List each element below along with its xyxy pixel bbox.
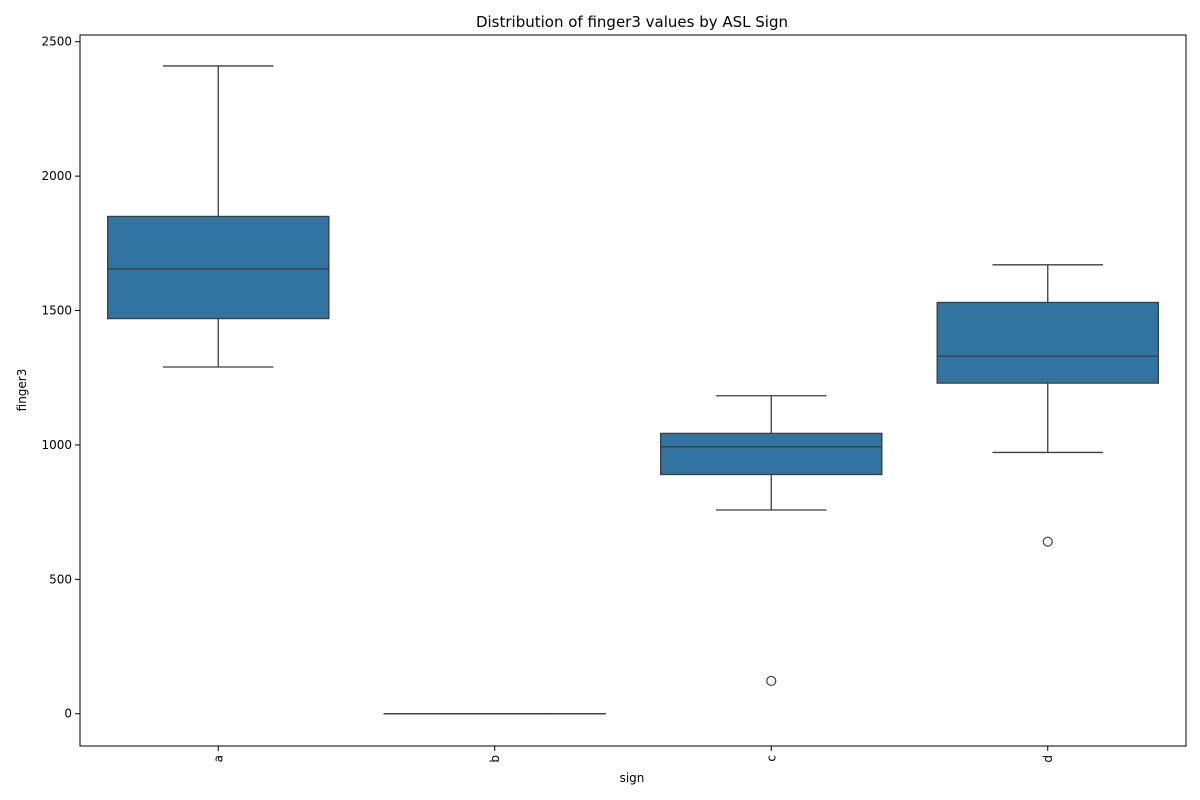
box-iqr — [107, 215, 330, 320]
plot-frame — [79, 34, 1187, 747]
y-tick-label: 500 — [49, 572, 72, 586]
x-axis-label: sign — [620, 771, 645, 785]
x-tick-label-a: a — [211, 755, 225, 762]
box-group-d — [936, 264, 1160, 547]
plot-area: 0 500 1000 1500 2000 2500 a b c d — [41, 35, 1160, 763]
y-tick-label: 1500 — [41, 304, 72, 318]
outlier-point — [766, 675, 777, 687]
box-group-a — [107, 65, 330, 368]
x-tick-label-b: b — [488, 755, 502, 763]
outlier-point — [1042, 536, 1053, 547]
box-group-c — [660, 395, 883, 687]
chart-title: Distribution of finger3 values by ASL Si… — [476, 13, 788, 31]
y-tick-label: 2500 — [41, 35, 72, 49]
box-iqr — [660, 432, 883, 476]
x-tick-label-c: c — [764, 755, 778, 762]
y-tick-label: 1000 — [41, 438, 72, 452]
y-tick-label: 0 — [64, 707, 72, 721]
y-tick-label: 2000 — [41, 169, 72, 183]
x-tick-label-d: d — [1041, 755, 1055, 763]
y-axis-label: finger3 — [15, 369, 29, 412]
box-iqr — [936, 301, 1160, 384]
